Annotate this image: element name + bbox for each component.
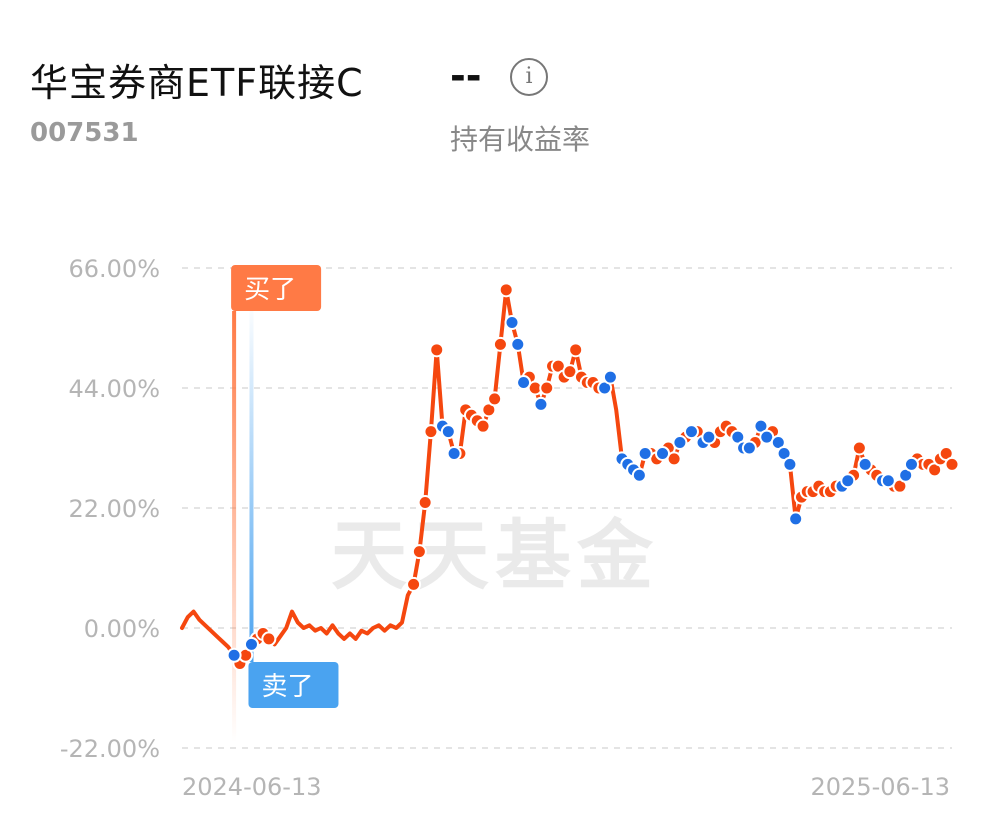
x-axis: 2024-06-13 2025-06-13 bbox=[182, 773, 950, 801]
chart-grid bbox=[182, 267, 952, 749]
y-tick-label: -22.00% bbox=[60, 735, 160, 763]
sell-marker bbox=[411, 544, 427, 560]
annotation-tag bbox=[231, 265, 322, 311]
buy-marker bbox=[446, 445, 462, 461]
buy-marker bbox=[602, 369, 618, 385]
y-tick-label: 22.00% bbox=[68, 495, 160, 523]
buy-marker bbox=[510, 336, 526, 352]
buy-marker bbox=[741, 440, 757, 456]
annotation-line bbox=[249, 300, 254, 662]
y-tick-label: 66.00% bbox=[68, 255, 160, 283]
buy-marker bbox=[672, 435, 688, 451]
buy-marker bbox=[655, 445, 671, 461]
info-circle-icon[interactable]: i bbox=[510, 58, 548, 96]
x-tick-label: 2024-06-13 bbox=[182, 773, 321, 801]
annotation-tag bbox=[248, 662, 339, 708]
fund-header: 华宝券商ETF联接C 007531 -- i 持有收益率 bbox=[30, 52, 970, 162]
buy-marker bbox=[880, 473, 896, 489]
fund-name: 华宝券商ETF联接C bbox=[30, 61, 364, 105]
annotation-label: 买了 bbox=[244, 275, 296, 305]
y-tick-label: 44.00% bbox=[68, 375, 160, 403]
holding-return-value: -- bbox=[450, 54, 482, 98]
sell-marker bbox=[539, 380, 555, 396]
buy-marker bbox=[683, 424, 699, 440]
annotation-line bbox=[232, 311, 237, 742]
buy-marker bbox=[631, 467, 647, 483]
y-axis: 66.00% 44.00% 22.00% 0.00% -22.00% bbox=[60, 255, 160, 763]
buy-marker bbox=[226, 647, 242, 663]
series-line bbox=[180, 287, 954, 666]
trade-markers bbox=[226, 282, 960, 671]
sell-marker bbox=[487, 391, 503, 407]
sell-marker bbox=[944, 456, 960, 472]
buy-marker bbox=[788, 511, 804, 527]
sell-marker bbox=[429, 342, 445, 358]
buy-marker bbox=[440, 424, 456, 440]
sell-marker bbox=[851, 440, 867, 456]
sell-marker bbox=[498, 282, 514, 298]
buy-marker bbox=[857, 456, 873, 472]
sell-marker bbox=[568, 342, 584, 358]
annotation-label: 卖了 bbox=[261, 672, 313, 702]
buy-marker bbox=[243, 636, 259, 652]
fund-code: 007531 bbox=[30, 118, 139, 148]
buy-marker bbox=[701, 429, 717, 445]
sell-marker bbox=[417, 495, 433, 511]
buy-marker bbox=[637, 445, 653, 461]
buy-marker bbox=[903, 456, 919, 472]
sell-marker bbox=[492, 336, 508, 352]
holding-return-label: 持有收益率 bbox=[450, 123, 591, 156]
sell-marker bbox=[406, 576, 422, 592]
y-tick-label: 0.00% bbox=[84, 615, 160, 643]
trade-annotation-lines bbox=[232, 300, 254, 742]
buy-marker bbox=[504, 315, 520, 331]
watermark-text: 天天基金 bbox=[331, 511, 659, 600]
buy-marker bbox=[533, 396, 549, 412]
buy-marker bbox=[782, 456, 798, 472]
sell-marker bbox=[475, 418, 491, 434]
buy-marker bbox=[840, 473, 856, 489]
sell-marker bbox=[261, 631, 277, 647]
buy-marker bbox=[516, 375, 532, 391]
x-tick-label: 2025-06-13 bbox=[811, 773, 950, 801]
